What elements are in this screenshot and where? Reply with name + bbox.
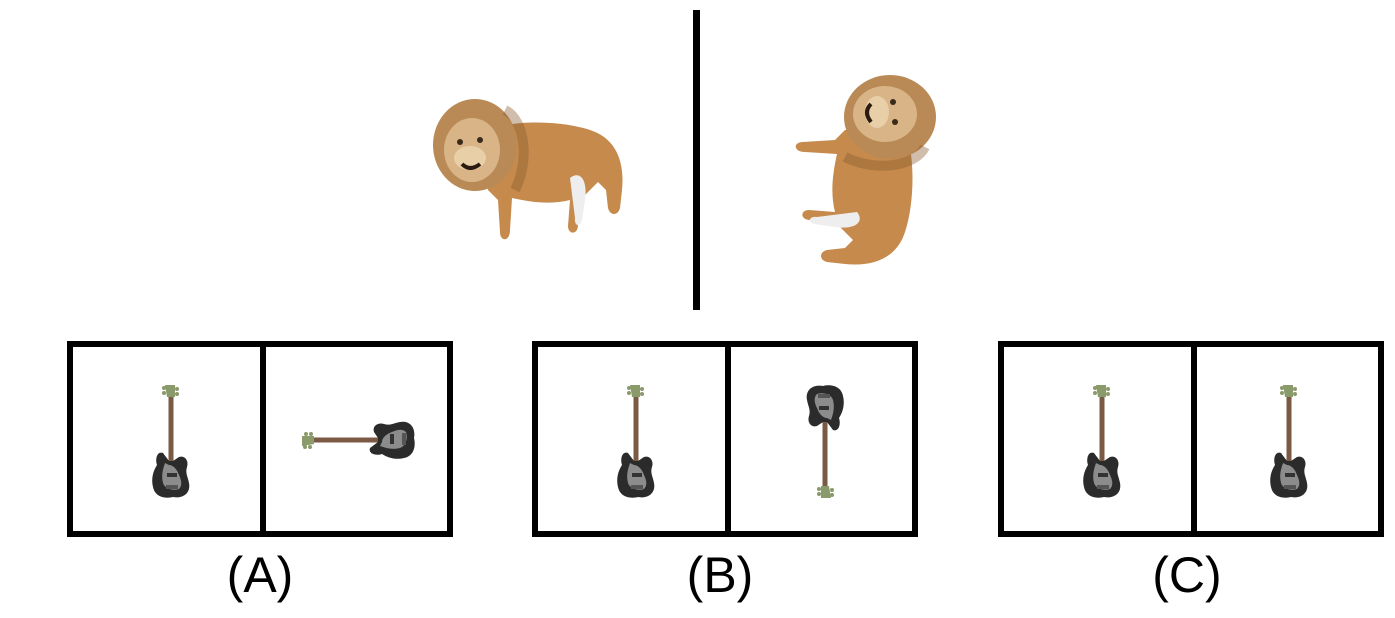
lion-icon: [430, 90, 630, 255]
guitar-icon: [1270, 385, 1308, 498]
option-a-divider: [260, 347, 266, 531]
option-c-left-cell: [1004, 347, 1191, 531]
option-c-label: (C): [1152, 547, 1222, 603]
option-c-right-cell: [1197, 347, 1384, 531]
option-c-divider: [1191, 347, 1197, 531]
option-c-panel[interactable]: [998, 341, 1384, 537]
option-b-right-cell: [731, 347, 918, 531]
guitar-icon: [617, 385, 655, 498]
option-b-label: (B): [686, 547, 754, 603]
guitar-icon: [806, 385, 844, 498]
option-a-left-cell: [73, 347, 260, 531]
option-b-panel[interactable]: [532, 341, 918, 537]
option-b-divider: [725, 347, 731, 531]
reference-divider: [693, 10, 700, 310]
guitar-icon: [302, 421, 415, 459]
option-a-panel[interactable]: [67, 341, 453, 537]
guitar-icon: [152, 385, 190, 498]
option-a-right-cell: [266, 347, 453, 531]
option-b-left-cell: [538, 347, 725, 531]
guitar-icon: [1083, 385, 1121, 498]
lion-icon: [780, 72, 945, 272]
option-a-label: (A): [226, 547, 294, 603]
